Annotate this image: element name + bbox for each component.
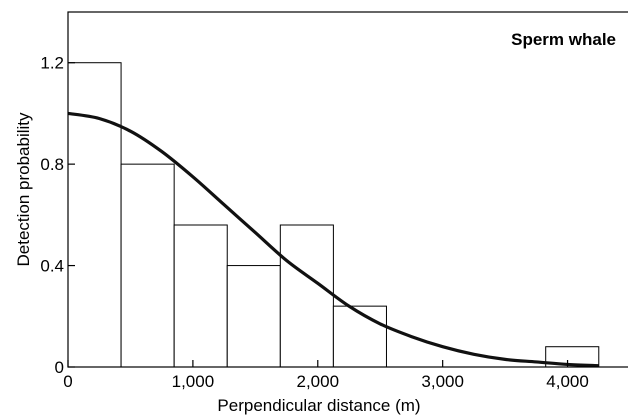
chart-annotation: Sperm whale bbox=[511, 30, 616, 49]
histogram-bars bbox=[67, 62, 600, 368]
x-tick-label: 2,000 bbox=[297, 372, 340, 391]
x-tick-label: 4,000 bbox=[546, 372, 589, 391]
histogram-bar bbox=[332, 305, 387, 368]
histogram-bar bbox=[226, 265, 281, 368]
axis-ticks bbox=[67, 62, 569, 368]
y-tick-label: 0 bbox=[55, 358, 64, 377]
y-tick-label: 1.2 bbox=[40, 54, 64, 73]
y-tick-label: 0.8 bbox=[40, 155, 64, 174]
x-tick-label: 0 bbox=[63, 372, 72, 391]
histogram-bar bbox=[173, 224, 228, 368]
x-tick-label: 3,000 bbox=[421, 372, 464, 391]
x-tick-label: 1,000 bbox=[172, 372, 215, 391]
fitted-curve bbox=[67, 111, 599, 368]
y-tick-label: 0.4 bbox=[40, 257, 64, 276]
histogram-bar bbox=[120, 163, 175, 368]
y-axis-label: Detection probability bbox=[14, 112, 33, 267]
tick-labels: 0 0.4 0.8 1.2 0 1,000 2,000 3,000 4,000 bbox=[40, 54, 588, 391]
plot-frame bbox=[67, 11, 628, 368]
histogram-bar bbox=[67, 62, 122, 368]
histogram-bar bbox=[279, 224, 334, 368]
x-axis-label: Perpendicular distance (m) bbox=[217, 396, 420, 415]
